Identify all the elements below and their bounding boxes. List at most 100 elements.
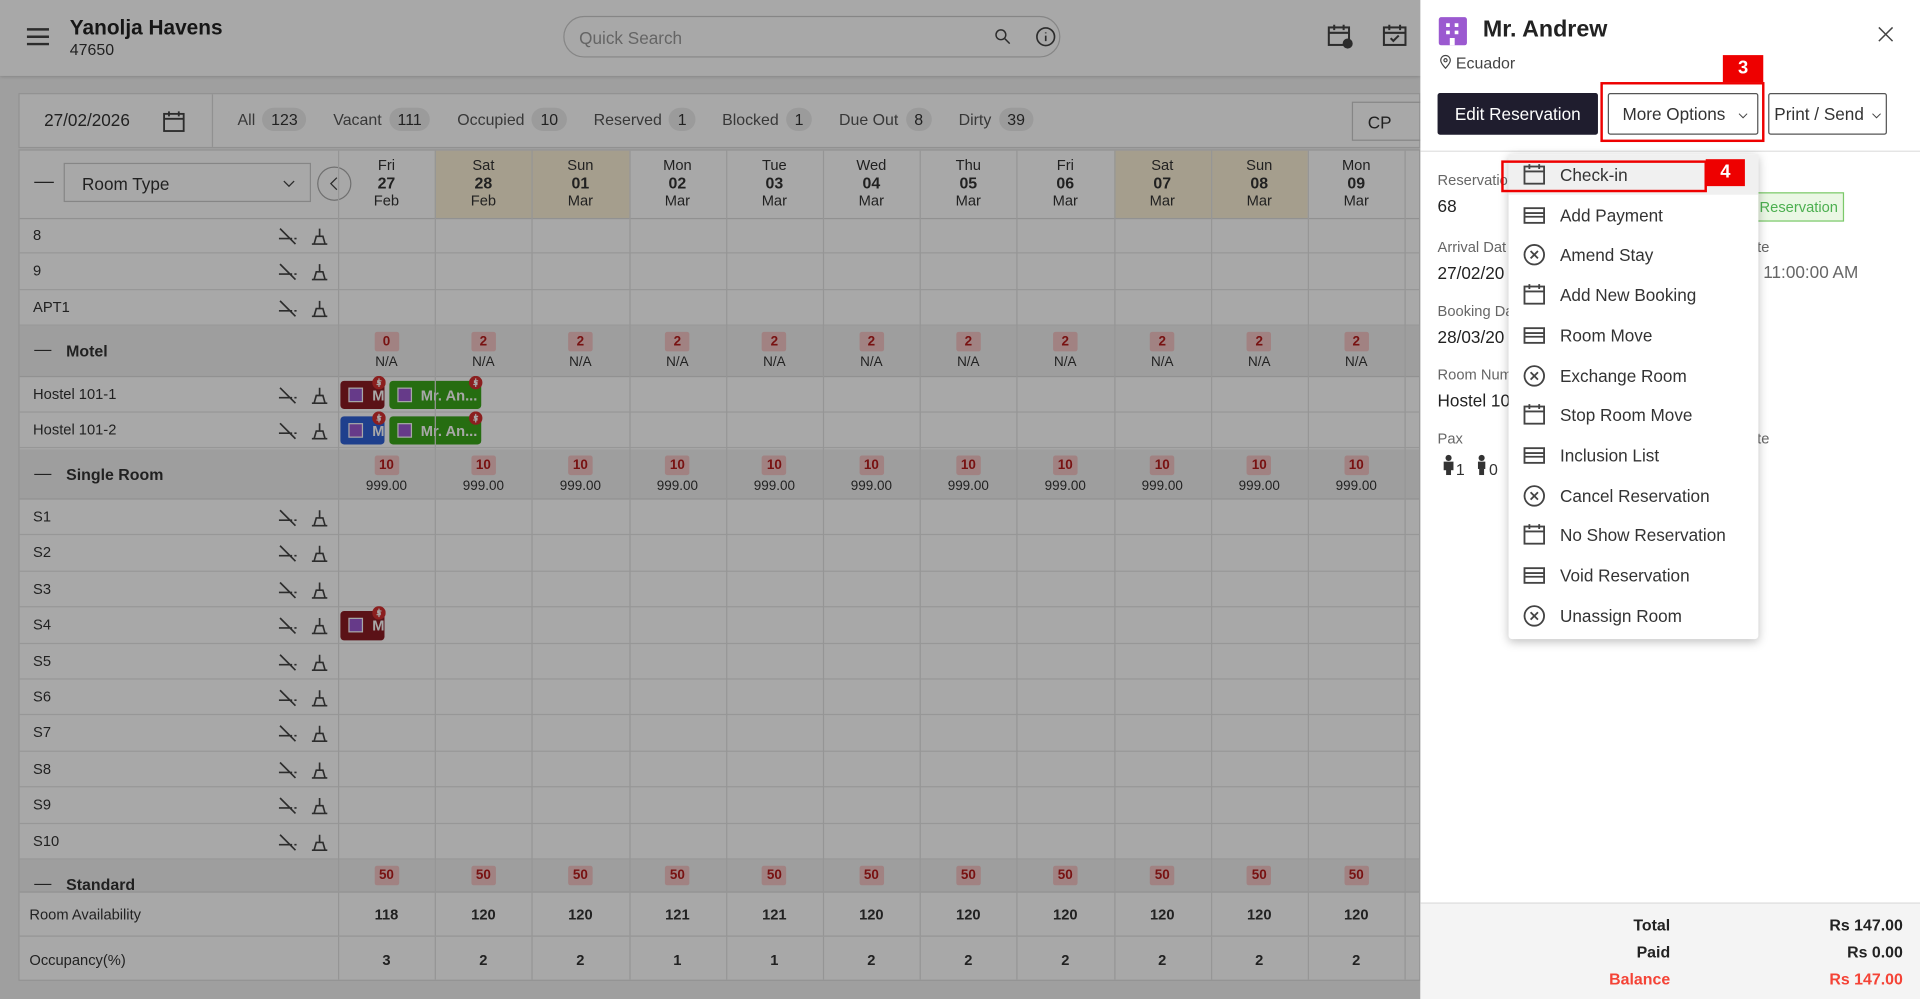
- filter[interactable]: Due Out 8: [839, 107, 932, 132]
- info-icon[interactable]: [1035, 26, 1057, 54]
- column-line: [725, 936, 728, 980]
- day-month: Mar: [664, 192, 691, 210]
- menu-item[interactable]: Amend Stay: [1509, 234, 1759, 274]
- room-name: Hostel 101-2: [33, 421, 117, 439]
- calendar-icon[interactable]: [162, 109, 186, 140]
- filter[interactable]: Reserved 1: [594, 107, 696, 132]
- calendar-check-icon[interactable]: [1381, 22, 1408, 55]
- highlight-box: [1600, 82, 1765, 143]
- filter[interactable]: Dirty 39: [959, 107, 1034, 132]
- add-booking-icon[interactable]: [1326, 22, 1353, 55]
- group-sub: N/A: [1248, 355, 1271, 371]
- menu-item[interactable]: Add New Booking: [1509, 274, 1759, 314]
- column-line: [337, 891, 340, 936]
- menu-item[interactable]: Unassign Room: [1509, 595, 1759, 635]
- summary-value: 120: [1053, 906, 1078, 924]
- no-smoking-icon: [277, 261, 299, 289]
- menu-item[interactable]: Void Reservation: [1509, 555, 1759, 595]
- filters: All 123 Vacant 111 Occupied 10 Reserved 1 Blocke…: [238, 107, 1034, 132]
- group-row: [19, 325, 1420, 377]
- menu-item[interactable]: Room Move: [1509, 314, 1759, 354]
- group-count: 50: [665, 865, 690, 886]
- menu-item[interactable]: Exchange Room: [1509, 354, 1759, 394]
- housekeeping-icon: [309, 759, 331, 787]
- room-type-text: Room Type: [82, 173, 170, 194]
- filter-count: 1: [669, 107, 696, 132]
- prev-button[interactable]: [317, 166, 352, 201]
- group-count: 10: [859, 454, 884, 475]
- housekeeping-icon: [309, 225, 331, 253]
- total-value: Rs 0.00: [1847, 942, 1903, 962]
- group-count: 2: [568, 332, 593, 352]
- day-name: Mon: [663, 156, 692, 174]
- group-sub: N/A: [1054, 355, 1077, 371]
- total-label: Total: [1633, 915, 1671, 935]
- no-smoking-icon: [277, 831, 299, 859]
- filter[interactable]: Occupied 10: [457, 107, 567, 132]
- no-smoking-icon: [277, 420, 299, 448]
- menu-item[interactable]: Stop Room Move: [1509, 395, 1759, 435]
- close-icon[interactable]: [1876, 24, 1896, 50]
- booking[interactable]: M: [340, 380, 384, 410]
- menu-icon[interactable]: [26, 24, 50, 55]
- booking[interactable]: M: [340, 611, 384, 640]
- side-panel: Mr. Andrew Ecuador Edit Reservation More Op…: [1420, 0, 1920, 999]
- room-type-select[interactable]: Room Type: [63, 162, 312, 203]
- room-row: [19, 218, 1420, 254]
- backdrop: [0, 0, 1421, 999]
- housekeeping-icon: [309, 384, 331, 412]
- group-count: 2: [1150, 332, 1175, 352]
- day-number: 09: [1347, 173, 1366, 193]
- day-name: Fri: [377, 156, 396, 174]
- menu-label: Inclusion List: [1560, 445, 1660, 466]
- chevron: [1870, 107, 1883, 127]
- summary-value: 2: [867, 950, 876, 968]
- search-box[interactable]: Quick Search: [563, 15, 1061, 58]
- booking-label: Mr. An...: [420, 386, 478, 404]
- building-icon: [348, 617, 364, 637]
- group-sub: 999.00: [1141, 478, 1183, 493]
- location-icon: [1438, 54, 1454, 76]
- collapse-all[interactable]: —: [34, 171, 54, 193]
- totals: Total Rs 147.00 Paid Rs 0.00 Balance Rs 147.0…: [1420, 902, 1920, 999]
- menu-item[interactable]: Cancel Reservation: [1509, 475, 1759, 515]
- detail-value: 27/02/20: [1437, 263, 1505, 283]
- collapse[interactable]: —: [34, 462, 52, 482]
- group-name: Single Room: [66, 464, 164, 484]
- filter[interactable]: Vacant 111: [333, 107, 431, 132]
- day-name: Mon: [1341, 156, 1371, 174]
- day-name: Thu: [955, 156, 981, 174]
- button[interactable]: More Options: [1607, 93, 1759, 135]
- group-sub: 999.00: [947, 478, 989, 493]
- button[interactable]: Edit Reservation: [1437, 93, 1598, 135]
- menu-item[interactable]: Inclusion List: [1509, 435, 1759, 475]
- detail-label: Arrival Dat: [1437, 238, 1507, 256]
- group-count: 50: [956, 865, 981, 886]
- summary-value: 2: [1061, 950, 1070, 968]
- collapse[interactable]: —: [34, 873, 52, 893]
- filter[interactable]: Blocked 1: [722, 107, 813, 132]
- group-count: 10: [1343, 454, 1369, 475]
- total-label: Balance: [1609, 969, 1671, 989]
- menu-item[interactable]: Add Payment: [1509, 194, 1759, 234]
- menu-label: Cancel Reservation: [1560, 485, 1710, 506]
- day-month: Mar: [1149, 192, 1175, 210]
- menu-label: No Show Reservation: [1560, 525, 1726, 546]
- top-bar: Yanolja Havens 47650 Quick Search: [0, 0, 1421, 76]
- button[interactable]: Print / Send: [1768, 93, 1887, 135]
- group-count: 2: [762, 332, 787, 352]
- button-label: More Options: [1622, 104, 1726, 124]
- group-sub: 999.00: [559, 478, 601, 493]
- divider: [211, 94, 214, 147]
- collapse[interactable]: —: [34, 339, 52, 360]
- day-number: 27: [377, 173, 396, 193]
- summary-value: 2: [964, 950, 973, 968]
- menu-item[interactable]: No Show Reservation: [1509, 515, 1759, 555]
- day-number: 05: [959, 173, 978, 193]
- column-line: [434, 150, 437, 980]
- column-line: [628, 936, 631, 980]
- weekend-header: [1210, 150, 1308, 218]
- filter[interactable]: All 123: [238, 107, 307, 132]
- booking[interactable]: M: [340, 416, 384, 446]
- group-sub: N/A: [1345, 355, 1368, 371]
